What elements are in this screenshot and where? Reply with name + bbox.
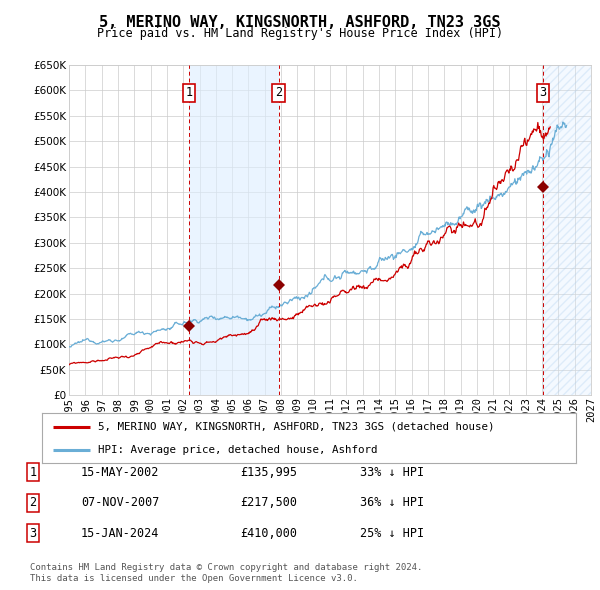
Text: 2: 2: [29, 496, 37, 509]
Text: HPI: Average price, detached house, Ashford: HPI: Average price, detached house, Ashf…: [98, 445, 377, 455]
Text: 15-JAN-2024: 15-JAN-2024: [81, 527, 160, 540]
Text: £410,000: £410,000: [240, 527, 297, 540]
Text: 5, MERINO WAY, KINGSNORTH, ASHFORD, TN23 3GS: 5, MERINO WAY, KINGSNORTH, ASHFORD, TN23…: [99, 15, 501, 30]
Text: 5, MERINO WAY, KINGSNORTH, ASHFORD, TN23 3GS (detached house): 5, MERINO WAY, KINGSNORTH, ASHFORD, TN23…: [98, 421, 494, 431]
Text: 33% ↓ HPI: 33% ↓ HPI: [360, 466, 424, 478]
Text: 25% ↓ HPI: 25% ↓ HPI: [360, 527, 424, 540]
Text: 36% ↓ HPI: 36% ↓ HPI: [360, 496, 424, 509]
Text: Contains HM Land Registry data © Crown copyright and database right 2024.: Contains HM Land Registry data © Crown c…: [30, 563, 422, 572]
Bar: [543, 65, 591, 395]
Text: 2: 2: [275, 87, 282, 100]
Text: £217,500: £217,500: [240, 496, 297, 509]
Text: 3: 3: [29, 527, 37, 540]
Text: £135,995: £135,995: [240, 466, 297, 478]
Text: 3: 3: [539, 87, 546, 100]
Text: 1: 1: [185, 87, 193, 100]
Text: 1: 1: [29, 466, 37, 478]
Text: This data is licensed under the Open Government Licence v3.0.: This data is licensed under the Open Gov…: [30, 574, 358, 583]
Text: Price paid vs. HM Land Registry's House Price Index (HPI): Price paid vs. HM Land Registry's House …: [97, 27, 503, 40]
Text: 07-NOV-2007: 07-NOV-2007: [81, 496, 160, 509]
Bar: [189, 65, 278, 395]
Text: 15-MAY-2002: 15-MAY-2002: [81, 466, 160, 478]
